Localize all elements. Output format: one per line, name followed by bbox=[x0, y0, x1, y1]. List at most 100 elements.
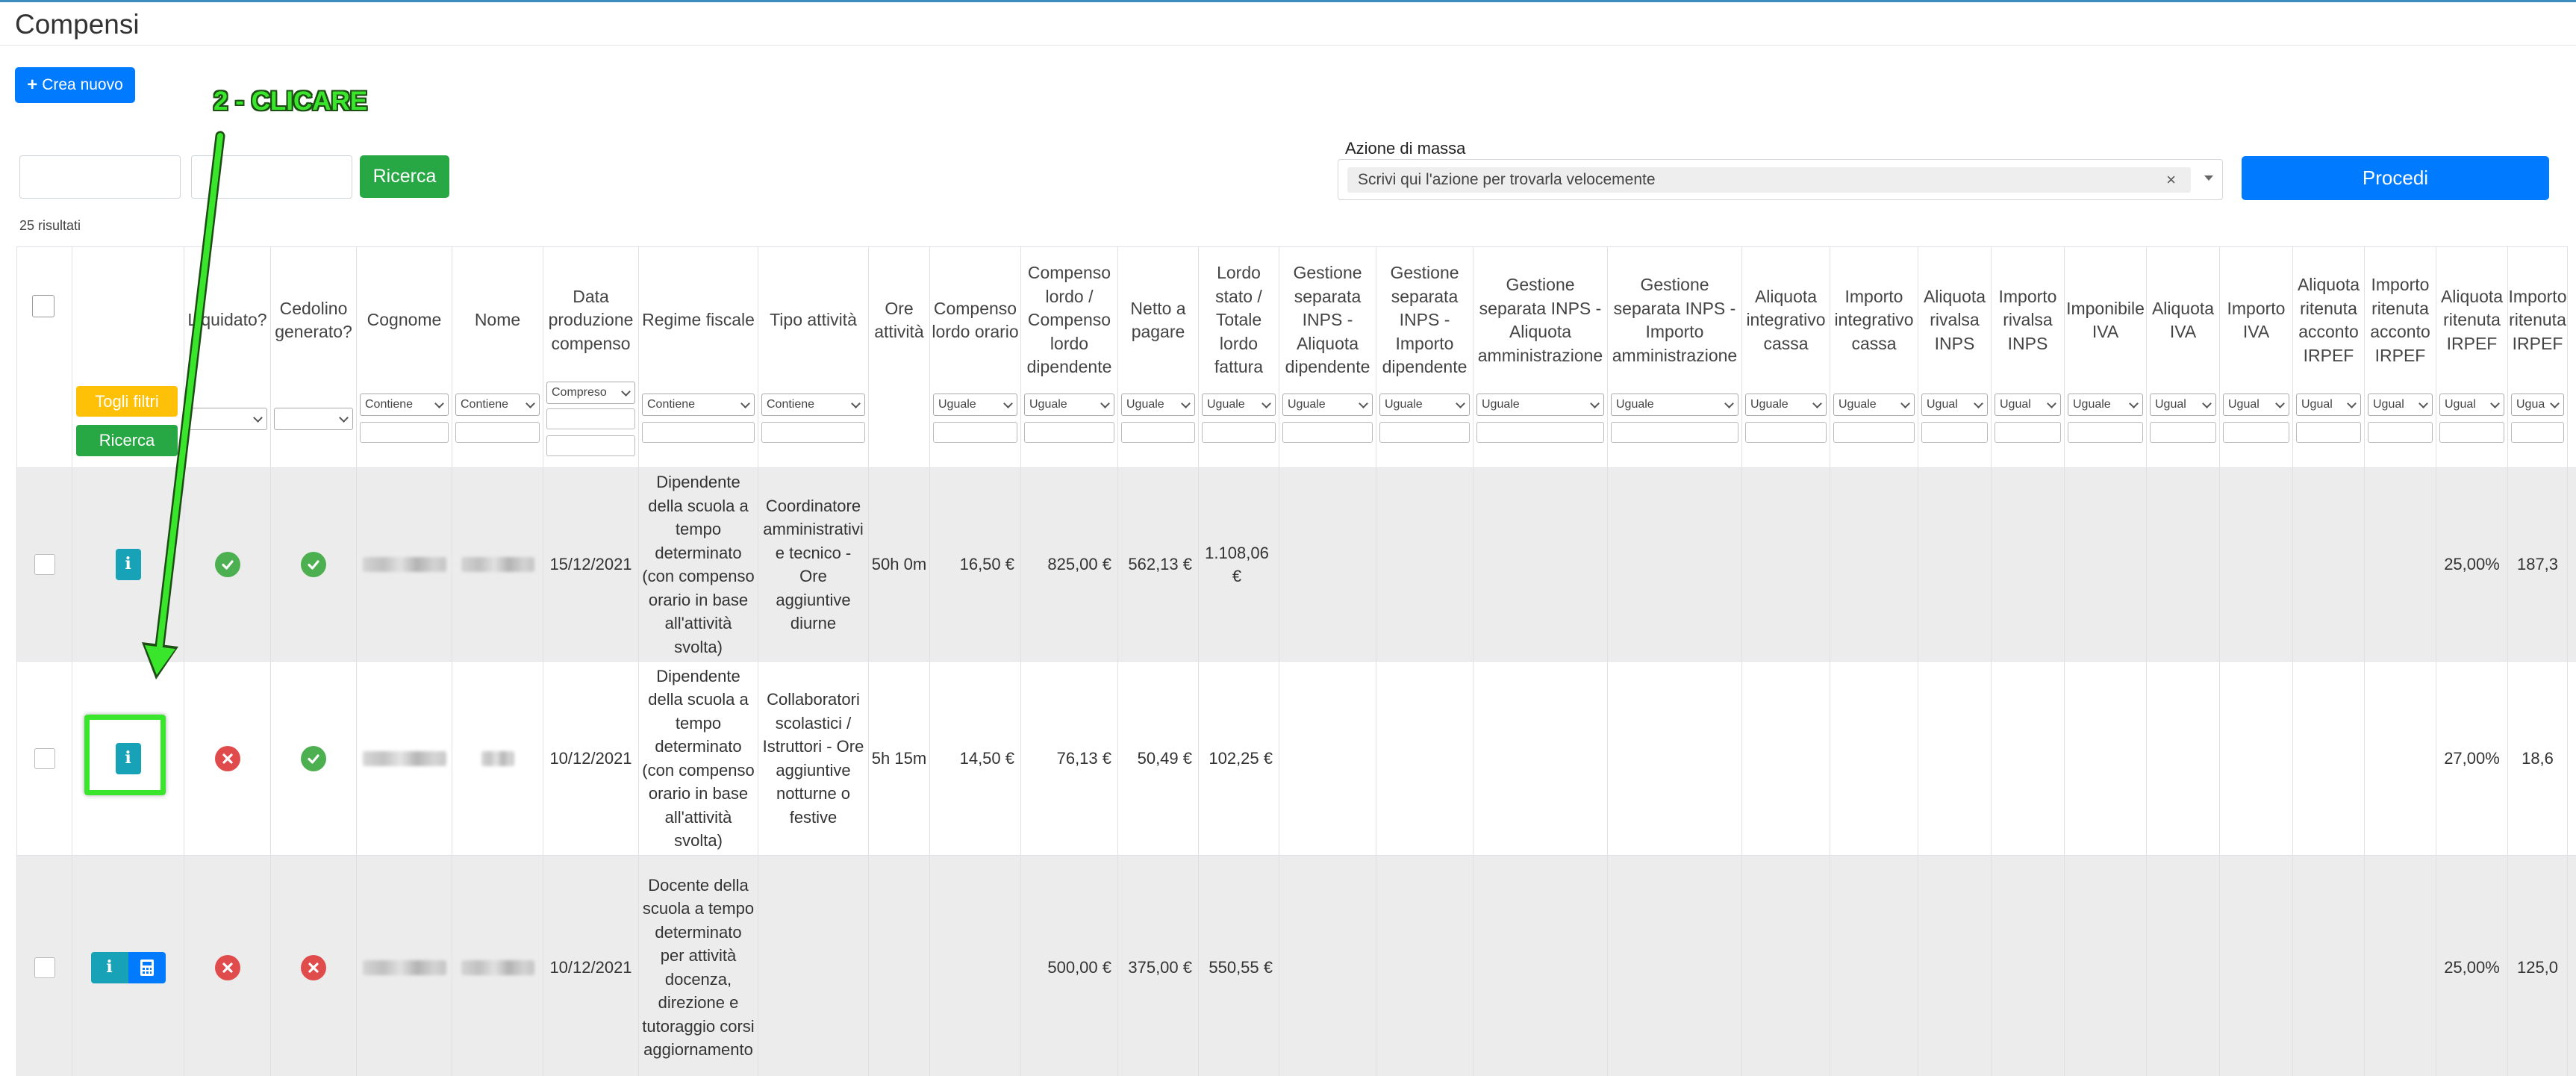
filter-select[interactable]: Ugual bbox=[2439, 394, 2504, 416]
column-header-label: Aliquota IVA bbox=[2151, 298, 2215, 342]
search-input-2[interactable] bbox=[191, 155, 352, 199]
filter-select[interactable]: Contiene bbox=[642, 394, 755, 416]
create-new-button[interactable]: + Crea nuovo bbox=[15, 67, 135, 103]
cell-text: 76,13 € bbox=[1056, 748, 1111, 768]
check-circle-icon bbox=[301, 745, 326, 771]
filter-input[interactable] bbox=[933, 422, 1017, 443]
filter-select[interactable]: Uguale bbox=[1476, 394, 1604, 416]
filter-select[interactable] bbox=[187, 408, 267, 430]
date-from-input[interactable] bbox=[546, 408, 635, 429]
table-cell bbox=[1992, 468, 2065, 661]
filter-select[interactable] bbox=[274, 408, 353, 430]
filter-input[interactable] bbox=[1476, 422, 1604, 443]
filter-input[interactable] bbox=[1833, 422, 1915, 443]
x-circle-icon bbox=[214, 954, 240, 980]
filter-input[interactable] bbox=[1202, 422, 1276, 443]
filter-select[interactable]: Compreso bbox=[546, 382, 635, 404]
table-cell: i bbox=[72, 856, 184, 1076]
filter-input[interactable] bbox=[1282, 422, 1373, 443]
row-checkbox[interactable] bbox=[34, 957, 55, 978]
filter-search-button[interactable]: Ricerca bbox=[76, 425, 178, 456]
table-cell bbox=[1473, 662, 1608, 855]
filter-input[interactable] bbox=[761, 422, 865, 443]
filter-select[interactable]: Contiene bbox=[761, 394, 865, 416]
select-all-checkbox[interactable] bbox=[32, 295, 54, 317]
filter-input[interactable] bbox=[1024, 422, 1114, 443]
mass-action-select[interactable]: Scrivi qui l'azione per trovarla velocem… bbox=[1338, 159, 2223, 200]
clear-filters-button[interactable]: Togli filtri bbox=[76, 386, 178, 417]
search-button[interactable]: Ricerca bbox=[360, 155, 449, 198]
table-cell bbox=[1918, 468, 1992, 661]
table-row: i 10/12/2021 Docente della scuola a tempo … bbox=[17, 855, 2576, 1076]
cell-text: Docente della scuola a tempo determinato… bbox=[642, 875, 755, 1060]
column-header-label: Compenso lordo / Compenso lordo dipenden… bbox=[1026, 263, 1112, 377]
info-icon[interactable]: i bbox=[115, 549, 141, 580]
table-cell: 5h 15m bbox=[869, 662, 930, 855]
column-header-label: Gestione separata INPS - Importo amminis… bbox=[1612, 275, 1738, 365]
filter-select[interactable]: Uguale bbox=[1121, 394, 1195, 416]
filter-select[interactable]: Uguale bbox=[2068, 394, 2143, 416]
filter-input[interactable] bbox=[455, 422, 540, 443]
filter-select[interactable]: Ugual bbox=[2368, 394, 2433, 416]
filter-input[interactable] bbox=[1995, 422, 2061, 443]
filter-input[interactable] bbox=[2511, 422, 2564, 443]
table-cell bbox=[1830, 856, 1918, 1076]
filter-select[interactable]: Ugual bbox=[2150, 394, 2216, 416]
filter-select[interactable]: Ugual bbox=[2296, 394, 2361, 416]
column-header-label: Data produzione compenso bbox=[548, 286, 634, 353]
filter-select[interactable]: Uguale bbox=[933, 394, 1017, 416]
info-icon[interactable]: i bbox=[90, 951, 128, 983]
table-cell bbox=[2365, 856, 2436, 1076]
filter-input[interactable] bbox=[2296, 422, 2361, 443]
table-cell bbox=[1918, 856, 1992, 1076]
row-checkbox[interactable] bbox=[34, 554, 55, 575]
filter-input[interactable] bbox=[1379, 422, 1470, 443]
filter-select[interactable]: Uguale bbox=[1611, 394, 1738, 416]
filter-select[interactable]: Contiene bbox=[455, 394, 540, 416]
table-cell bbox=[2147, 662, 2220, 855]
filter-select[interactable]: Uguale bbox=[1024, 394, 1114, 416]
filter-input[interactable] bbox=[642, 422, 755, 443]
filter-input[interactable] bbox=[2068, 422, 2143, 443]
cell-text: 10/12/2021 bbox=[549, 748, 632, 768]
clear-icon[interactable]: × bbox=[2166, 170, 2176, 189]
column-header-label: Netto a pagare bbox=[1130, 298, 1186, 342]
filter-select[interactable]: Uguale bbox=[1745, 394, 1827, 416]
filter-select[interactable]: Ugual bbox=[1921, 394, 1988, 416]
filter-input[interactable] bbox=[2368, 422, 2433, 443]
filter-select[interactable]: Ugual bbox=[2223, 394, 2289, 416]
info-icon[interactable]: i bbox=[115, 742, 141, 774]
table-cell bbox=[17, 468, 72, 661]
table-cell bbox=[2365, 662, 2436, 855]
filter-input[interactable] bbox=[2223, 422, 2289, 443]
table-cell bbox=[1279, 662, 1376, 855]
search-input-1[interactable] bbox=[19, 155, 181, 199]
table-cell: 50h 0m bbox=[869, 468, 930, 661]
row-checkbox[interactable] bbox=[34, 747, 55, 769]
filter-select[interactable]: Uguale bbox=[1379, 394, 1470, 416]
header-cell: Importo ritenuta acconto IRPEF Ugual bbox=[2365, 246, 2436, 467]
filter-input[interactable] bbox=[1121, 422, 1195, 443]
filter-select[interactable]: Contiene bbox=[360, 394, 449, 416]
header-cell: Compenso lordo orario Uguale bbox=[930, 246, 1021, 467]
filter-select[interactable]: Uguale bbox=[1202, 394, 1276, 416]
filter-input[interactable] bbox=[1611, 422, 1738, 443]
date-to-input[interactable] bbox=[546, 435, 635, 456]
header-cell: Netto a pagare Uguale bbox=[1118, 246, 1199, 467]
proceed-button[interactable]: Procedi bbox=[2242, 156, 2549, 200]
filter-select[interactable]: Ugua bbox=[2511, 394, 2564, 416]
redacted-surname bbox=[362, 960, 446, 975]
filter-input[interactable] bbox=[2439, 422, 2504, 443]
table-cell bbox=[2293, 662, 2365, 855]
filter-select[interactable]: Ugual bbox=[1995, 394, 2061, 416]
chevron-down-icon[interactable] bbox=[2204, 175, 2213, 181]
filter-input[interactable] bbox=[1921, 422, 1988, 443]
filter-input[interactable] bbox=[1745, 422, 1827, 443]
header-cell: Importo IVA Ugual bbox=[2220, 246, 2293, 467]
filter-select[interactable]: Uguale bbox=[1282, 394, 1373, 416]
cell-text: Coordinatore amministrativi e tecnico - … bbox=[763, 496, 864, 633]
filter-input[interactable] bbox=[2150, 422, 2216, 443]
filter-select[interactable]: Uguale bbox=[1833, 394, 1915, 416]
filter-input[interactable] bbox=[360, 422, 449, 443]
calculator-icon[interactable] bbox=[128, 951, 166, 983]
